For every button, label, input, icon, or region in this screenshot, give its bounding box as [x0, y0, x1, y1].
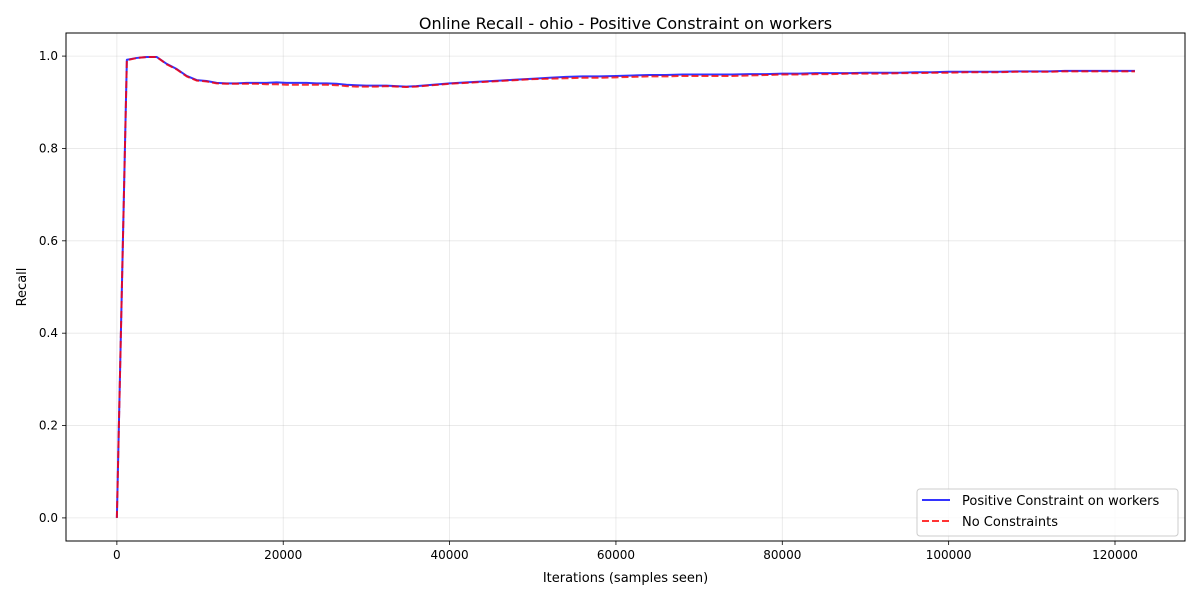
y-tick-label: 0.6	[39, 234, 58, 248]
legend-label: Positive Constraint on workers	[962, 494, 1159, 509]
x-tick-label: 0	[113, 548, 121, 562]
x-axis-label: Iterations (samples seen)	[543, 571, 708, 586]
legend-label: No Constraints	[962, 515, 1058, 530]
legend-box	[916, 488, 1179, 537]
y-tick-label: 0.0	[39, 511, 58, 525]
series-line-no-constraints	[115, 56, 1135, 518]
chart-title: Online Recall - ohio - Positive Constrai…	[419, 14, 832, 33]
x-tick-label: 80000	[763, 548, 801, 562]
y-tick-label: 1.0	[39, 49, 58, 63]
y-tick-label: 0.2	[39, 419, 58, 433]
series-lines	[115, 56, 1135, 518]
x-tick-label: 120000	[1092, 548, 1138, 562]
y-axis-label: Recall	[15, 268, 30, 307]
grid	[66, 33, 1185, 541]
plot-frame	[65, 32, 1186, 542]
y-axis: 0.0 0.2 0.4 0.6 0.8 1.0	[39, 49, 66, 525]
x-tick-label: 100000	[926, 548, 972, 562]
x-tick-label: 40000	[430, 548, 468, 562]
y-tick-label: 0.4	[39, 326, 58, 340]
legend: Positive Constraint on workers No Constra…	[916, 488, 1179, 537]
x-axis: 0 20000 40000 60000 80000 100000 120000	[113, 541, 1138, 562]
x-tick-label: 20000	[264, 548, 302, 562]
y-tick-label: 0.8	[39, 141, 58, 155]
x-tick-label: 60000	[597, 548, 635, 562]
